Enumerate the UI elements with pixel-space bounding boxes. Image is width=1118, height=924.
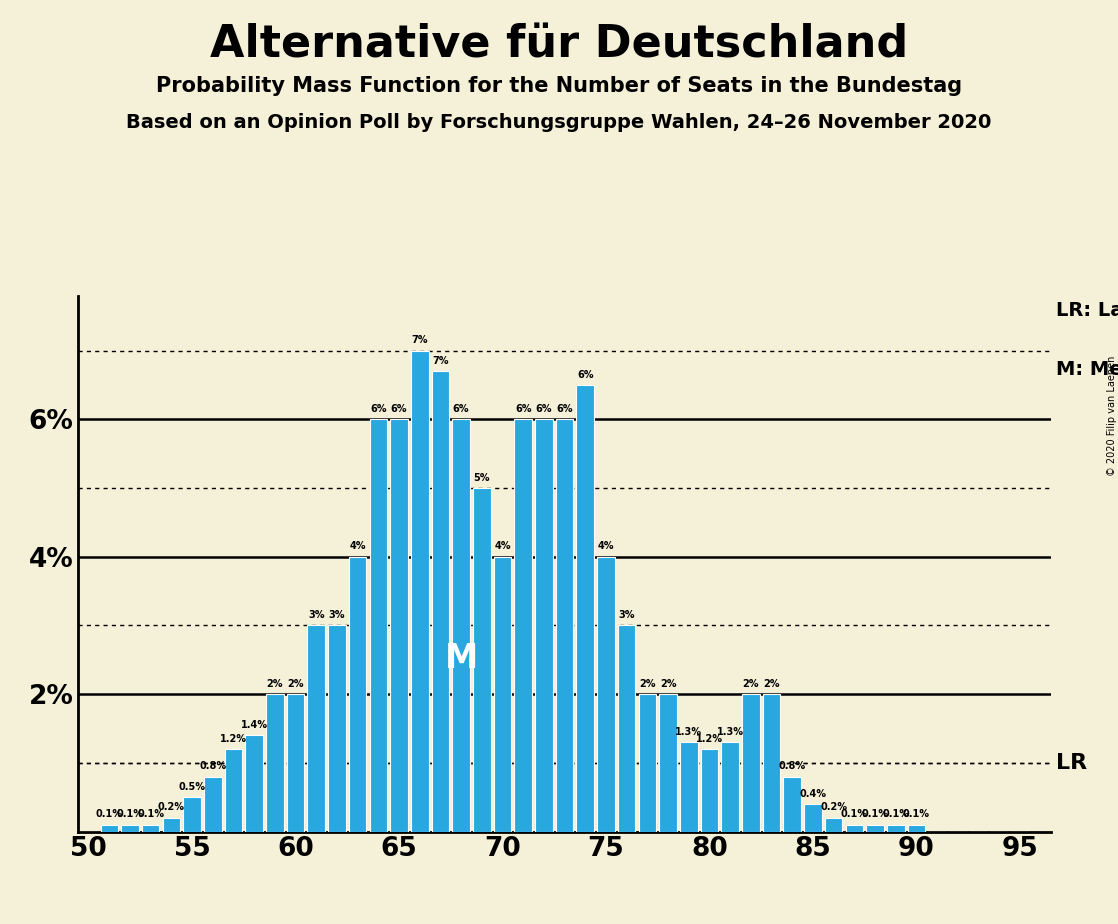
Text: 0.4%: 0.4% [799,788,826,798]
Text: LR: LR [1055,753,1087,772]
Bar [494,557,511,832]
Text: 6%: 6% [515,404,531,414]
Text: 6%: 6% [391,404,407,414]
Text: 6%: 6% [577,370,594,380]
Bar [577,385,594,832]
Text: 3%: 3% [329,610,345,620]
Bar [286,694,304,832]
Text: 2%: 2% [764,679,779,688]
Text: 0.1%: 0.1% [862,809,889,820]
Text: 2%: 2% [742,679,759,688]
Bar [266,694,284,832]
Bar [390,419,408,832]
Text: 3%: 3% [307,610,324,620]
Text: 0.1%: 0.1% [96,809,123,820]
Bar [370,419,387,832]
Text: 0.8%: 0.8% [199,761,226,772]
Text: 0.5%: 0.5% [179,782,206,792]
Bar [101,825,119,832]
Bar [825,818,843,832]
Text: Based on an Opinion Poll by Forschungsgruppe Wahlen, 24–26 November 2020: Based on an Opinion Poll by Forschungsgr… [126,113,992,132]
Bar [638,694,656,832]
Bar [329,626,345,832]
Bar [701,749,718,832]
Text: 6%: 6% [453,404,470,414]
Text: 0.1%: 0.1% [903,809,930,820]
Text: 1.3%: 1.3% [675,727,702,736]
Bar [203,777,221,832]
Text: 3%: 3% [618,610,635,620]
Bar [845,825,863,832]
Bar [432,371,449,832]
Bar [514,419,532,832]
Bar [536,419,552,832]
Bar [453,419,470,832]
Text: 0.8%: 0.8% [778,761,806,772]
Text: 4%: 4% [494,541,511,552]
Bar [618,626,635,832]
Text: 2%: 2% [266,679,283,688]
Bar [349,557,367,832]
Text: 4%: 4% [350,541,366,552]
Text: M: Median: M: Median [1055,360,1118,379]
Bar [142,825,160,832]
Text: © 2020 Filip van Laenen: © 2020 Filip van Laenen [1108,356,1117,476]
Text: 0.1%: 0.1% [138,809,164,820]
Text: M: M [445,642,477,675]
Bar [162,818,180,832]
Bar [721,742,739,832]
Text: 1.4%: 1.4% [240,720,267,730]
Bar [804,804,822,832]
Text: 4%: 4% [598,541,614,552]
Bar [225,749,243,832]
Text: Probability Mass Function for the Number of Seats in the Bundestag: Probability Mass Function for the Number… [155,76,963,96]
Text: 6%: 6% [370,404,387,414]
Text: 5%: 5% [474,472,490,482]
Text: 0.2%: 0.2% [158,802,184,812]
Bar [887,825,904,832]
Bar [556,419,574,832]
Bar [742,694,759,832]
Bar [660,694,676,832]
Bar [680,742,698,832]
Bar [762,694,780,832]
Bar [411,350,428,832]
Text: 6%: 6% [557,404,572,414]
Text: 2%: 2% [287,679,304,688]
Text: 0.1%: 0.1% [882,809,909,820]
Bar [307,626,325,832]
Bar [866,825,884,832]
Text: 6%: 6% [536,404,552,414]
Bar [908,825,926,832]
Text: 7%: 7% [433,356,448,366]
Bar [245,736,263,832]
Text: 0.2%: 0.2% [821,802,847,812]
Text: 0.1%: 0.1% [841,809,868,820]
Bar [597,557,615,832]
Text: 2%: 2% [660,679,676,688]
Bar [183,797,201,832]
Text: 1.2%: 1.2% [695,734,723,744]
Text: 0.1%: 0.1% [116,809,143,820]
Text: LR: Last Result: LR: Last Result [1055,301,1118,320]
Bar [784,777,800,832]
Bar [121,825,139,832]
Text: 7%: 7% [411,335,428,346]
Text: 1.3%: 1.3% [717,727,743,736]
Bar [473,488,491,832]
Text: 2%: 2% [639,679,655,688]
Text: 1.2%: 1.2% [220,734,247,744]
Text: Alternative für Deutschland: Alternative für Deutschland [210,23,908,67]
